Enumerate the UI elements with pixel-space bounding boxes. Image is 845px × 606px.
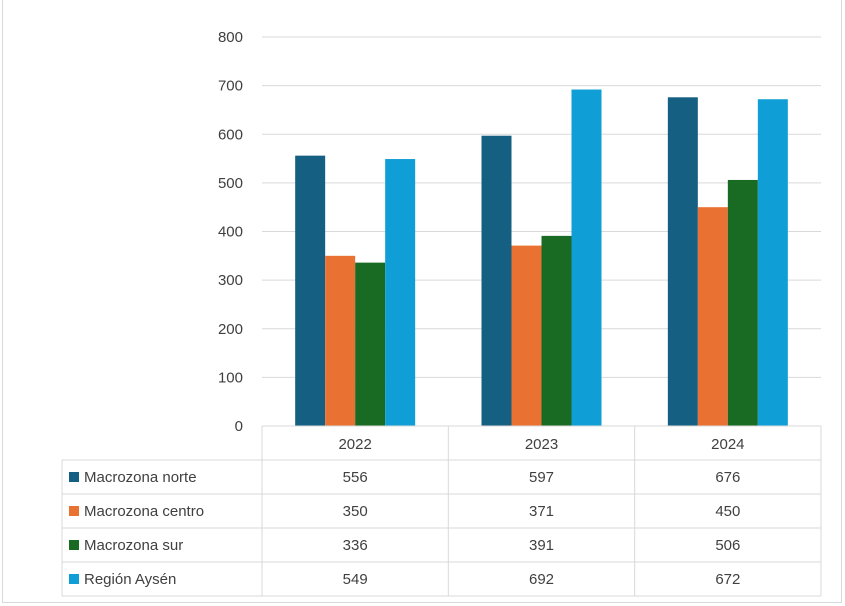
data-label: 597 <box>529 469 554 486</box>
data-label: 676 <box>715 469 740 486</box>
y-tick-label: 500 <box>218 175 243 192</box>
data-label: 391 <box>529 537 554 554</box>
y-tick-label: 600 <box>218 126 243 143</box>
x-tick-label: 2022 <box>338 436 371 453</box>
bar-región-aysén-2022 <box>385 159 416 426</box>
legend-entry: Macrozona centro <box>84 503 204 520</box>
bar-macrozona-sur-2024 <box>727 179 758 426</box>
bar-macrozona-centro-2022 <box>325 255 356 426</box>
data-label: 371 <box>529 503 554 520</box>
legend-entry: Macrozona norte <box>84 469 197 486</box>
y-tick-label: 200 <box>218 321 243 338</box>
x-tick-label: 2024 <box>711 436 744 453</box>
data-label: 336 <box>343 537 368 554</box>
y-tick-label: 800 <box>218 29 243 46</box>
y-tick-label: 700 <box>218 78 243 95</box>
y-tick-label: 0 <box>235 418 243 435</box>
legend-key <box>69 472 79 482</box>
bar-macrozona-sur-2022 <box>355 262 386 426</box>
data-label: 350 <box>343 503 368 520</box>
y-axis-ticks: 0 100 200 300 400 500 600 700 800 <box>218 29 243 435</box>
bar-macrozona-norte-2023 <box>481 135 512 427</box>
bar-macrozona-norte-2022 <box>295 155 326 426</box>
bar-macrozona-sur-2023 <box>541 235 572 426</box>
data-label: 692 <box>529 571 554 588</box>
data-label: 549 <box>343 571 368 588</box>
bars <box>295 89 788 427</box>
data-label: 672 <box>715 571 740 588</box>
bar-macrozona-centro-2023 <box>511 245 542 426</box>
y-tick-label: 300 <box>218 272 243 289</box>
y-tick-label: 100 <box>218 369 243 386</box>
legend-key <box>69 540 79 550</box>
data-label: 506 <box>715 537 740 554</box>
legend-key <box>69 574 79 584</box>
x-tick-label: 2023 <box>525 436 558 453</box>
data-label: 450 <box>715 503 740 520</box>
bar-macrozona-norte-2024 <box>667 97 698 427</box>
legend-entry: Macrozona sur <box>84 537 183 554</box>
bar-macrozona-centro-2024 <box>697 207 728 426</box>
data-table: 2022 2023 2024 Macrozona norte 556 597 676 Macr… <box>61 425 822 597</box>
legend-key <box>69 506 79 516</box>
bar-región-aysén-2024 <box>757 99 788 427</box>
bar-región-aysén-2023 <box>571 89 602 426</box>
legend-entry: Región Aysén <box>84 571 176 588</box>
y-tick-label: 400 <box>218 224 243 241</box>
data-label: 556 <box>343 469 368 486</box>
